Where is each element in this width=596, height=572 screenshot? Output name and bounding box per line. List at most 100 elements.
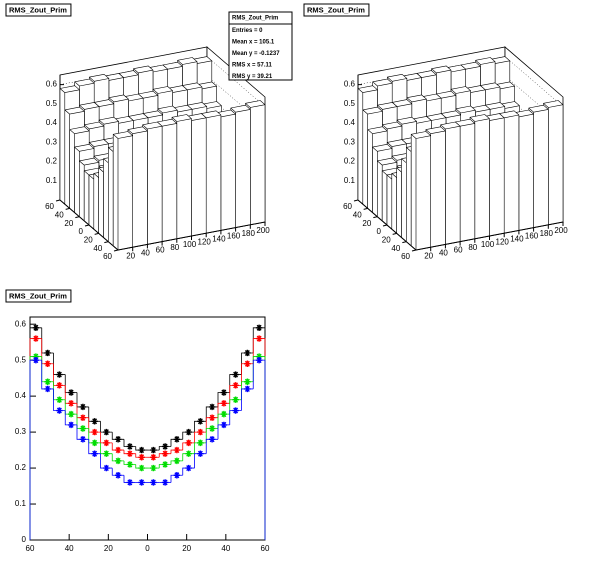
y-tick-label: 40	[93, 244, 102, 253]
z-tick-label: 0.1	[344, 176, 356, 185]
x-tick-label: 60	[454, 246, 463, 255]
z-tick-label: 0.2	[46, 157, 58, 166]
y-tick	[84, 224, 90, 227]
marker	[255, 353, 263, 360]
y-tick	[392, 232, 397, 235]
marker	[208, 414, 216, 421]
marker	[150, 479, 157, 486]
z-tick-label: 0.2	[344, 157, 356, 166]
y-tick	[55, 199, 61, 202]
lego-bar	[410, 131, 431, 251]
stats-line: Mean x = 105.1	[232, 40, 275, 46]
marker	[56, 396, 63, 403]
z-tick-label: 0.5	[344, 99, 356, 108]
marker	[32, 324, 40, 331]
x-tick-label: 80	[468, 243, 477, 252]
y-tick	[382, 224, 388, 227]
y-tick-label: 20	[84, 235, 93, 244]
x-tick-label: 0	[145, 544, 150, 553]
stats-line: RMS_Zout_Prim	[232, 16, 278, 22]
stats-line: Mean y = -0.1237	[232, 51, 280, 57]
marker	[126, 450, 134, 457]
title-box	[303, 3, 370, 17]
marker	[67, 421, 75, 429]
marker	[220, 410, 228, 418]
marker	[138, 454, 145, 461]
stats-box	[228, 11, 293, 81]
marker	[103, 428, 110, 436]
x-tick-label: 60	[156, 246, 165, 255]
marker	[126, 479, 134, 486]
marker	[161, 461, 169, 468]
marker	[208, 425, 216, 432]
lego-bar	[112, 131, 133, 251]
marker	[255, 335, 263, 342]
marker	[44, 378, 51, 385]
marker	[44, 385, 51, 393]
marker	[161, 443, 169, 450]
y-tick-label: 0.6	[15, 319, 27, 328]
marker	[67, 400, 75, 407]
z-tick-label: 0.6	[344, 80, 356, 89]
marker	[197, 450, 204, 457]
y-tick-label: 0	[22, 535, 27, 544]
z-tick-label: 0.6	[46, 80, 58, 89]
marker	[103, 464, 110, 472]
marker	[185, 439, 192, 447]
marker	[138, 446, 145, 454]
marker	[79, 425, 87, 432]
x-tick-label: 20	[104, 544, 113, 553]
z-tick-label: 0.3	[344, 137, 356, 146]
marker	[67, 389, 75, 396]
x-tick-label: 40	[65, 544, 74, 553]
marker	[56, 382, 63, 389]
marker	[173, 436, 181, 443]
title-box	[5, 289, 72, 303]
marker	[244, 378, 251, 385]
marker	[255, 324, 263, 331]
marker	[197, 418, 204, 425]
y-tick-label: 0.5	[15, 355, 27, 364]
y-tick	[94, 232, 99, 235]
x-tick-label: 20	[182, 544, 191, 553]
marker	[173, 446, 181, 454]
marker	[126, 461, 134, 468]
y-tick-label: 40	[353, 210, 362, 219]
marker	[244, 385, 251, 393]
y-tick-label: 0.1	[15, 499, 27, 508]
y-tick	[402, 241, 407, 244]
marker	[232, 407, 239, 414]
x-tick-label: 40	[439, 249, 448, 258]
z-tick-label: 0.5	[46, 99, 58, 108]
y-tick-label: 0	[377, 227, 382, 236]
pad-title: RMS_Zout_Prim	[307, 5, 365, 14]
z-tick-label: 0.4	[344, 118, 356, 127]
marker	[114, 446, 122, 454]
marker	[185, 428, 192, 436]
marker	[91, 418, 98, 425]
y-tick-label: 0.4	[15, 391, 27, 400]
marker	[255, 356, 263, 364]
marker	[32, 356, 40, 364]
y-tick	[353, 199, 359, 202]
x-tick-label: 80	[170, 243, 179, 252]
y-tick	[104, 241, 109, 244]
marker	[220, 389, 228, 396]
marker	[161, 450, 169, 457]
x-tick-label: 120	[198, 237, 212, 246]
y-tick	[411, 249, 417, 252]
marker	[91, 428, 98, 436]
y-tick-label: 60	[103, 252, 112, 261]
y-tick-label: 0.2	[15, 463, 27, 472]
marker	[44, 360, 51, 367]
y-tick-label: 20	[64, 219, 73, 228]
marker	[114, 436, 122, 443]
marker	[126, 443, 134, 450]
stats-line: Entries = 0	[232, 28, 263, 34]
y-tick-label: 40	[55, 210, 64, 219]
y-tick	[113, 249, 119, 252]
title-box	[5, 3, 72, 17]
marker	[150, 454, 157, 461]
marker	[138, 479, 145, 486]
marker	[232, 382, 239, 389]
